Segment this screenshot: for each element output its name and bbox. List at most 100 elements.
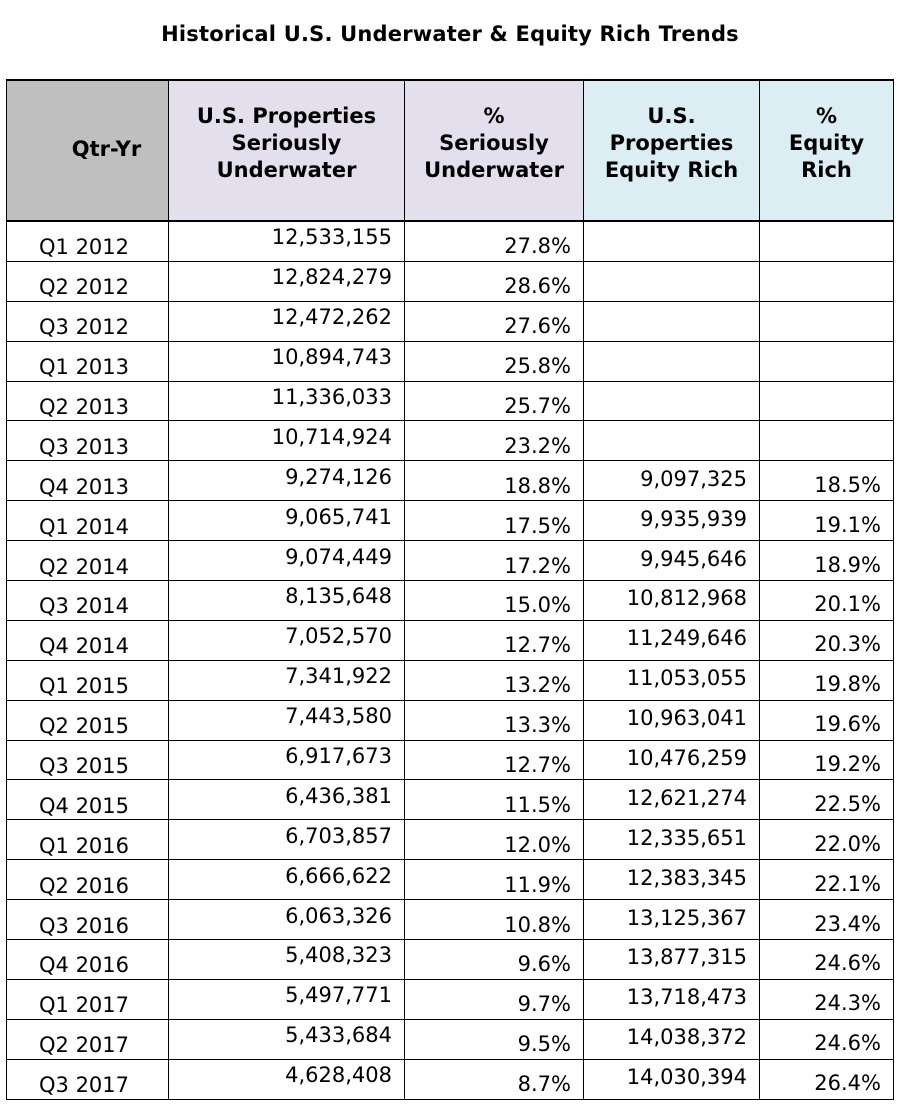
- table-row: Q3 2016 6,063,326 10.8% 13,125,367 23.4%: [6, 899, 894, 941]
- table-row: Q1 2014 9,065,741 17.5% 9,935,939 19.1%: [6, 500, 894, 542]
- percent-underwater-cell: 25.7%: [404, 380, 584, 422]
- percent-equity-rich-cell: 24.6%: [759, 939, 894, 980]
- cell-value: 4,628,408: [285, 1063, 392, 1088]
- cell-value: 10,476,259: [626, 746, 747, 771]
- cell-value: 12.0%: [504, 832, 571, 857]
- cell-value: 9.7%: [517, 992, 571, 1017]
- table-row: Q1 2013 10,894,743 25.8%: [6, 340, 894, 382]
- properties-equity-rich-cell: 14,038,372: [583, 1018, 760, 1060]
- properties-equity-rich-cell: [583, 380, 760, 422]
- percent-equity-rich-cell: [759, 380, 894, 422]
- cell-value: 9,274,126: [285, 464, 392, 489]
- cell-value: 10.8%: [504, 912, 571, 937]
- percent-underwater-cell: 9.7%: [404, 978, 584, 1020]
- properties-underwater-cell: 11,336,033: [168, 380, 405, 422]
- cell-value: 10,963,041: [626, 706, 747, 731]
- percent-underwater-cell: 11.9%: [404, 859, 584, 901]
- qtr-yr-cell: Q3 2012: [6, 300, 169, 342]
- table-row: Q3 2012 12,472,262 27.6%: [6, 300, 894, 342]
- cell-value: 12.7%: [504, 633, 571, 658]
- cell-value: Q1 2015: [39, 674, 130, 699]
- table-row: Q2 2015 7,443,580 13.3% 10,963,041 19.6%: [6, 699, 894, 741]
- percent-equity-rich-cell: 20.3%: [759, 619, 894, 661]
- cell-value: Q1 2016: [39, 833, 130, 858]
- qtr-yr-cell: Q3 2015: [6, 739, 169, 781]
- cell-value: 24.3%: [814, 991, 881, 1016]
- percent-underwater-cell: 13.3%: [404, 699, 584, 741]
- percent-underwater-cell: 8.7%: [404, 1058, 584, 1100]
- properties-underwater-cell: 12,533,155: [168, 220, 405, 262]
- qtr-yr-cell: Q3 2016: [6, 899, 169, 941]
- properties-equity-rich-cell: 9,935,939: [583, 500, 760, 542]
- table-row: Q1 2015 7,341,922 13.2% 11,053,055 19.8%: [6, 659, 894, 701]
- properties-equity-rich-cell: 11,053,055: [583, 659, 760, 701]
- percent-underwater-cell: 9.6%: [404, 939, 584, 980]
- properties-underwater-cell: 5,497,771: [168, 978, 405, 1020]
- table-row: Q3 2013 10,714,924 23.2%: [6, 420, 894, 462]
- properties-underwater-cell: 10,894,743: [168, 340, 405, 382]
- properties-equity-rich-cell: 10,476,259: [583, 739, 760, 781]
- cell-value: 9,945,646: [640, 546, 747, 571]
- table-row: Q3 2017 4,628,408 8.7% 14,030,394 26.4%: [6, 1058, 894, 1100]
- properties-underwater-cell: 9,065,741: [168, 500, 405, 542]
- percent-underwater-cell: 13.2%: [404, 659, 584, 701]
- cell-value: 22.1%: [814, 871, 881, 896]
- properties-underwater-cell: 9,274,126: [168, 460, 405, 502]
- percent-underwater-cell: 28.6%: [404, 260, 584, 302]
- table-row: Q4 2013 9,274,126 18.8% 9,097,325 18.5%: [6, 460, 894, 502]
- cell-value: 27.6%: [504, 314, 571, 339]
- cell-value: 12,335,651: [626, 825, 747, 850]
- properties-underwater-cell: 6,436,381: [168, 779, 405, 821]
- cell-value: 24.6%: [814, 951, 881, 976]
- cell-value: 13,125,367: [626, 905, 747, 930]
- table-row: Q3 2015 6,917,673 12.7% 10,476,259 19.2%: [6, 739, 894, 781]
- cell-value: Q2 2015: [39, 714, 130, 739]
- cell-value: Q2 2017: [39, 1033, 130, 1058]
- cell-value: 19.1%: [814, 512, 881, 537]
- percent-underwater-cell: 27.8%: [404, 220, 584, 262]
- properties-equity-rich-cell: 9,945,646: [583, 540, 760, 582]
- header-qtr-yr: Qtr-Yr: [6, 79, 169, 222]
- cell-value: 20.1%: [814, 592, 881, 617]
- cell-value: Q2 2016: [39, 873, 130, 898]
- properties-equity-rich-cell: [583, 220, 760, 262]
- cell-value: 5,408,323: [285, 943, 392, 968]
- table-row: Q2 2017 5,433,684 9.5% 14,038,372 24.6%: [6, 1018, 894, 1060]
- cell-value: 22.5%: [814, 791, 881, 816]
- cell-value: 11,053,055: [626, 666, 747, 691]
- cell-value: 13,718,473: [626, 985, 747, 1010]
- properties-underwater-cell: 6,063,326: [168, 899, 405, 941]
- cell-value: 6,666,622: [285, 863, 392, 888]
- cell-value: 6,917,673: [285, 744, 392, 769]
- cell-value: 13.3%: [504, 713, 571, 738]
- qtr-yr-cell: Q2 2015: [6, 699, 169, 741]
- cell-value: 7,052,570: [285, 624, 392, 649]
- cell-value: 9,065,741: [285, 504, 392, 529]
- cell-value: 7,341,922: [285, 664, 392, 689]
- cell-value: Q4 2014: [39, 634, 130, 659]
- cell-value: Q3 2017: [39, 1073, 130, 1098]
- percent-equity-rich-cell: 22.0%: [759, 819, 894, 861]
- properties-underwater-cell: 9,074,449: [168, 540, 405, 582]
- percent-equity-rich-cell: 19.2%: [759, 739, 894, 781]
- cell-value: Q3 2014: [39, 594, 130, 619]
- table-row: Q4 2014 7,052,570 12.7% 11,249,646 20.3%: [6, 619, 894, 661]
- properties-underwater-cell: 7,052,570: [168, 619, 405, 661]
- properties-equity-rich-cell: 13,877,315: [583, 939, 760, 980]
- cell-value: 6,063,326: [285, 903, 392, 928]
- cell-value: Q1 2014: [39, 514, 130, 539]
- cell-value: 8.7%: [517, 1072, 571, 1097]
- cell-value: 10,714,924: [271, 424, 392, 449]
- percent-underwater-cell: 17.2%: [404, 540, 584, 582]
- cell-value: 6,436,381: [285, 783, 392, 808]
- properties-equity-rich-cell: 14,030,394: [583, 1058, 760, 1100]
- properties-underwater-cell: 5,433,684: [168, 1018, 405, 1060]
- table-row: Q2 2014 9,074,449 17.2% 9,945,646 18.9%: [6, 540, 894, 582]
- cell-value: Q4 2013: [39, 474, 130, 499]
- cell-value: 17.5%: [504, 513, 571, 538]
- cell-value: Q2 2012: [39, 275, 130, 300]
- cell-value: Q3 2013: [39, 434, 130, 459]
- cell-value: 12,533,155: [271, 225, 392, 250]
- properties-underwater-cell: 5,408,323: [168, 939, 405, 980]
- table-row: Q4 2015 6,436,381 11.5% 12,621,274 22.5%: [6, 779, 894, 821]
